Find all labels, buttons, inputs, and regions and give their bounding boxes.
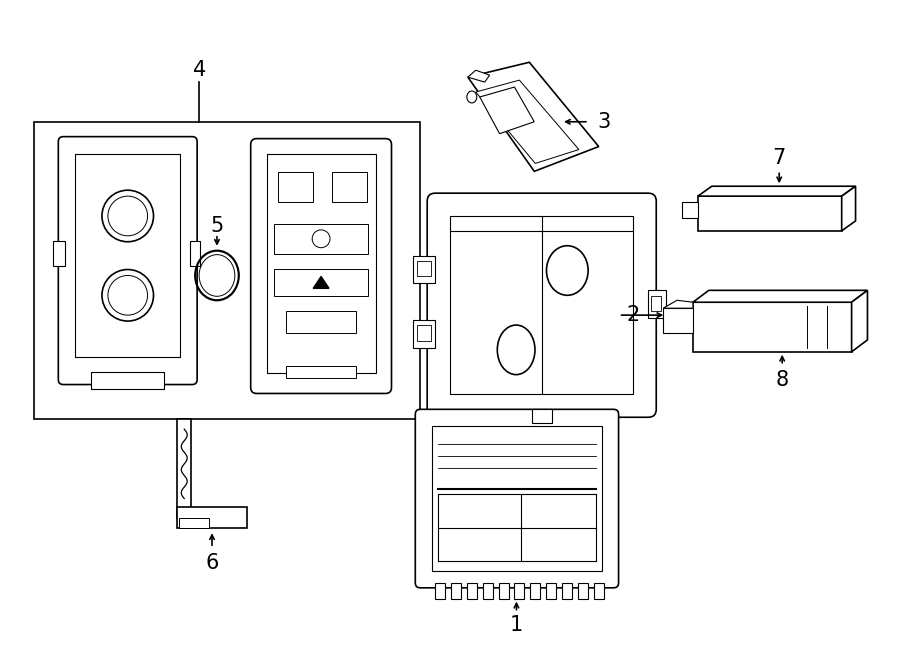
Text: 2: 2 bbox=[626, 305, 640, 325]
Polygon shape bbox=[468, 62, 598, 171]
Text: 4: 4 bbox=[193, 60, 206, 80]
Bar bbox=[91, 371, 165, 389]
Polygon shape bbox=[842, 186, 856, 231]
Bar bbox=[530, 583, 540, 599]
Bar bbox=[663, 308, 693, 333]
FancyBboxPatch shape bbox=[428, 193, 656, 417]
Bar bbox=[499, 583, 508, 599]
Bar bbox=[418, 325, 431, 341]
Bar bbox=[432, 426, 602, 571]
Bar bbox=[179, 518, 209, 528]
Bar bbox=[532, 409, 552, 423]
Bar bbox=[648, 290, 666, 318]
FancyBboxPatch shape bbox=[251, 139, 392, 393]
Polygon shape bbox=[698, 186, 856, 196]
Bar bbox=[546, 583, 556, 599]
Text: 6: 6 bbox=[205, 553, 219, 573]
Bar bbox=[578, 583, 588, 599]
Bar bbox=[177, 419, 191, 518]
Bar bbox=[450, 216, 634, 395]
Bar bbox=[190, 241, 200, 266]
Bar bbox=[562, 583, 572, 599]
Bar bbox=[435, 583, 445, 599]
Bar bbox=[286, 311, 356, 333]
Bar bbox=[278, 173, 313, 202]
Bar bbox=[53, 241, 66, 266]
Bar bbox=[418, 260, 431, 276]
Text: a: a bbox=[293, 182, 300, 192]
Bar bbox=[451, 583, 461, 599]
Polygon shape bbox=[480, 87, 535, 134]
Bar bbox=[274, 268, 368, 296]
Bar bbox=[33, 122, 420, 419]
Bar bbox=[274, 224, 368, 254]
Bar bbox=[693, 302, 851, 352]
Polygon shape bbox=[663, 300, 693, 308]
Bar bbox=[332, 173, 366, 202]
Bar bbox=[698, 196, 842, 231]
Bar bbox=[467, 583, 477, 599]
Bar bbox=[177, 506, 247, 528]
FancyBboxPatch shape bbox=[58, 137, 197, 385]
Bar bbox=[76, 153, 180, 357]
Polygon shape bbox=[851, 290, 868, 352]
Bar bbox=[594, 583, 604, 599]
Bar bbox=[413, 256, 435, 284]
Polygon shape bbox=[693, 290, 868, 302]
Text: b: b bbox=[346, 182, 353, 192]
Text: 8: 8 bbox=[776, 369, 788, 389]
FancyBboxPatch shape bbox=[415, 409, 618, 588]
Polygon shape bbox=[313, 276, 329, 288]
Bar bbox=[413, 320, 435, 348]
Text: 1: 1 bbox=[509, 615, 523, 635]
Text: 7: 7 bbox=[772, 149, 786, 169]
Polygon shape bbox=[468, 70, 490, 82]
Bar bbox=[515, 583, 525, 599]
Text: 5: 5 bbox=[211, 216, 223, 236]
Text: 3: 3 bbox=[597, 112, 610, 132]
Bar bbox=[482, 583, 492, 599]
Bar bbox=[286, 366, 356, 377]
Polygon shape bbox=[476, 80, 579, 163]
Bar bbox=[266, 155, 375, 373]
Bar bbox=[682, 202, 698, 218]
Bar bbox=[652, 296, 662, 311]
